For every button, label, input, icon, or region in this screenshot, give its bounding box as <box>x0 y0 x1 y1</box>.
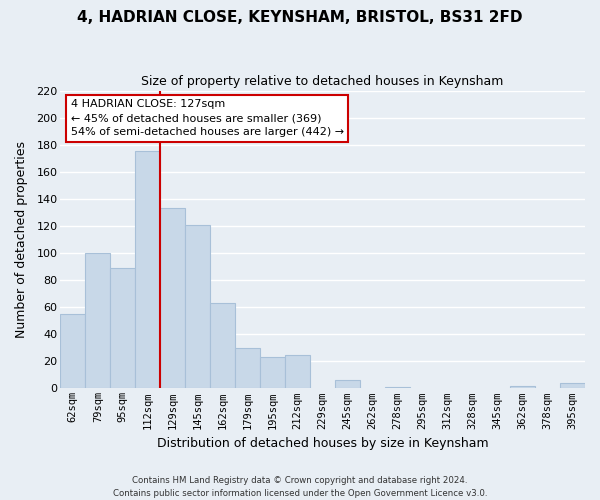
Bar <box>235 348 260 389</box>
Bar <box>560 383 585 388</box>
Bar <box>61 314 85 388</box>
Bar <box>160 208 185 388</box>
Text: 4 HADRIAN CLOSE: 127sqm
← 45% of detached houses are smaller (369)
54% of semi-d: 4 HADRIAN CLOSE: 127sqm ← 45% of detache… <box>71 100 344 138</box>
Title: Size of property relative to detached houses in Keynsham: Size of property relative to detached ho… <box>142 75 504 88</box>
Bar <box>136 152 160 388</box>
Bar <box>110 268 136 388</box>
Bar <box>285 354 310 388</box>
Bar <box>185 224 210 388</box>
Bar <box>385 387 410 388</box>
Y-axis label: Number of detached properties: Number of detached properties <box>15 141 28 338</box>
Text: Contains HM Land Registry data © Crown copyright and database right 2024.
Contai: Contains HM Land Registry data © Crown c… <box>113 476 487 498</box>
X-axis label: Distribution of detached houses by size in Keynsham: Distribution of detached houses by size … <box>157 437 488 450</box>
Bar <box>335 380 360 388</box>
Bar <box>210 303 235 388</box>
Bar <box>260 358 285 388</box>
Bar <box>85 253 110 388</box>
Bar <box>510 386 535 388</box>
Text: 4, HADRIAN CLOSE, KEYNSHAM, BRISTOL, BS31 2FD: 4, HADRIAN CLOSE, KEYNSHAM, BRISTOL, BS3… <box>77 10 523 25</box>
